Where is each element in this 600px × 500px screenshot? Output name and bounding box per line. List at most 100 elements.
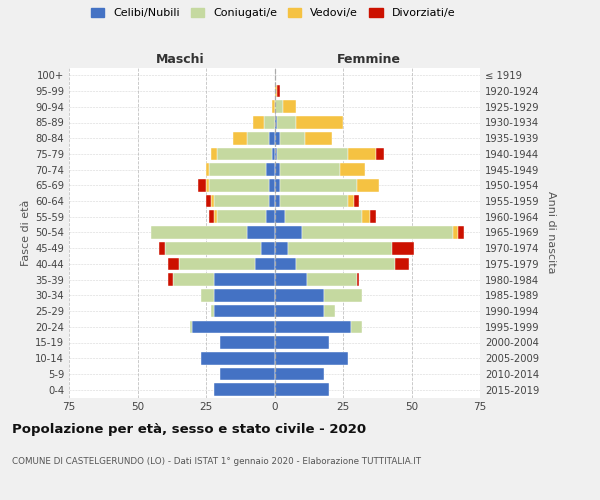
Bar [167, 274, 173, 286]
Bar [256, 258, 275, 270]
Bar [275, 242, 288, 254]
Bar [324, 289, 362, 302]
Text: Popolazione per età, sesso e stato civile - 2020: Popolazione per età, sesso e stato civil… [12, 422, 366, 436]
Bar [214, 305, 275, 318]
Bar [340, 164, 365, 176]
Bar [211, 305, 214, 318]
Bar [193, 320, 275, 333]
Text: COMUNE DI CASTELGERUNDO (LO) - Dati ISTAT 1° gennaio 2020 - Elaborazione TUTTITA: COMUNE DI CASTELGERUNDO (LO) - Dati ISTA… [12, 458, 421, 466]
Bar [305, 132, 332, 144]
Bar [263, 116, 275, 129]
Bar [209, 179, 269, 192]
Bar [200, 289, 214, 302]
Bar [376, 148, 384, 160]
Bar [160, 242, 165, 254]
Bar [395, 258, 409, 270]
Bar [349, 148, 376, 160]
Y-axis label: Fasce di età: Fasce di età [21, 200, 31, 266]
Bar [214, 274, 275, 286]
Bar [272, 148, 275, 160]
Bar [165, 242, 261, 254]
Bar [362, 210, 370, 223]
Bar [211, 195, 214, 207]
Bar [275, 210, 286, 223]
Bar [151, 226, 247, 239]
Bar [280, 164, 340, 176]
Bar [280, 132, 305, 144]
Bar [269, 179, 275, 192]
Bar [275, 274, 307, 286]
Bar [167, 258, 179, 270]
Bar [296, 258, 395, 270]
Bar [214, 384, 275, 396]
Bar [247, 226, 275, 239]
Bar [370, 210, 376, 223]
Bar [280, 195, 349, 207]
Bar [275, 384, 329, 396]
Bar [351, 320, 362, 333]
Bar [458, 226, 464, 239]
Bar [354, 195, 359, 207]
Bar [324, 305, 335, 318]
Bar [233, 132, 247, 144]
Bar [217, 210, 266, 223]
Bar [452, 226, 458, 239]
Bar [214, 210, 217, 223]
Bar [307, 274, 356, 286]
Bar [275, 132, 280, 144]
Bar [173, 274, 214, 286]
Bar [275, 226, 302, 239]
Bar [220, 368, 275, 380]
Bar [190, 320, 193, 333]
Bar [286, 210, 362, 223]
Bar [214, 195, 269, 207]
Bar [277, 116, 296, 129]
Legend: Celibi/Nubili, Coniugati/e, Vedovi/e, Divorziati/e: Celibi/Nubili, Coniugati/e, Vedovi/e, Di… [89, 6, 457, 20]
Bar [179, 258, 256, 270]
Bar [247, 132, 269, 144]
Bar [275, 352, 349, 364]
Bar [280, 179, 357, 192]
Bar [253, 116, 263, 129]
Bar [275, 179, 280, 192]
Bar [272, 100, 275, 113]
Bar [217, 148, 272, 160]
Bar [206, 195, 211, 207]
Bar [209, 164, 266, 176]
Bar [261, 242, 275, 254]
Bar [275, 100, 283, 113]
Bar [356, 179, 379, 192]
Bar [275, 164, 280, 176]
Bar [356, 274, 359, 286]
Bar [275, 320, 351, 333]
Bar [296, 116, 343, 129]
Bar [277, 85, 280, 98]
Bar [275, 368, 324, 380]
Bar [200, 352, 275, 364]
Bar [392, 242, 414, 254]
Bar [349, 195, 354, 207]
Bar [206, 164, 209, 176]
Bar [214, 289, 275, 302]
Bar [266, 164, 275, 176]
Y-axis label: Anni di nascita: Anni di nascita [546, 191, 556, 274]
Bar [220, 336, 275, 349]
Bar [275, 289, 324, 302]
Text: Maschi: Maschi [155, 53, 204, 66]
Bar [275, 258, 296, 270]
Bar [269, 195, 275, 207]
Bar [209, 210, 214, 223]
Bar [275, 85, 277, 98]
Bar [266, 210, 275, 223]
Bar [288, 242, 392, 254]
Bar [302, 226, 452, 239]
Bar [275, 148, 277, 160]
Bar [277, 148, 349, 160]
Bar [275, 305, 324, 318]
Bar [275, 336, 329, 349]
Bar [269, 132, 275, 144]
Bar [275, 116, 277, 129]
Bar [211, 148, 217, 160]
Bar [198, 179, 206, 192]
Bar [206, 179, 209, 192]
